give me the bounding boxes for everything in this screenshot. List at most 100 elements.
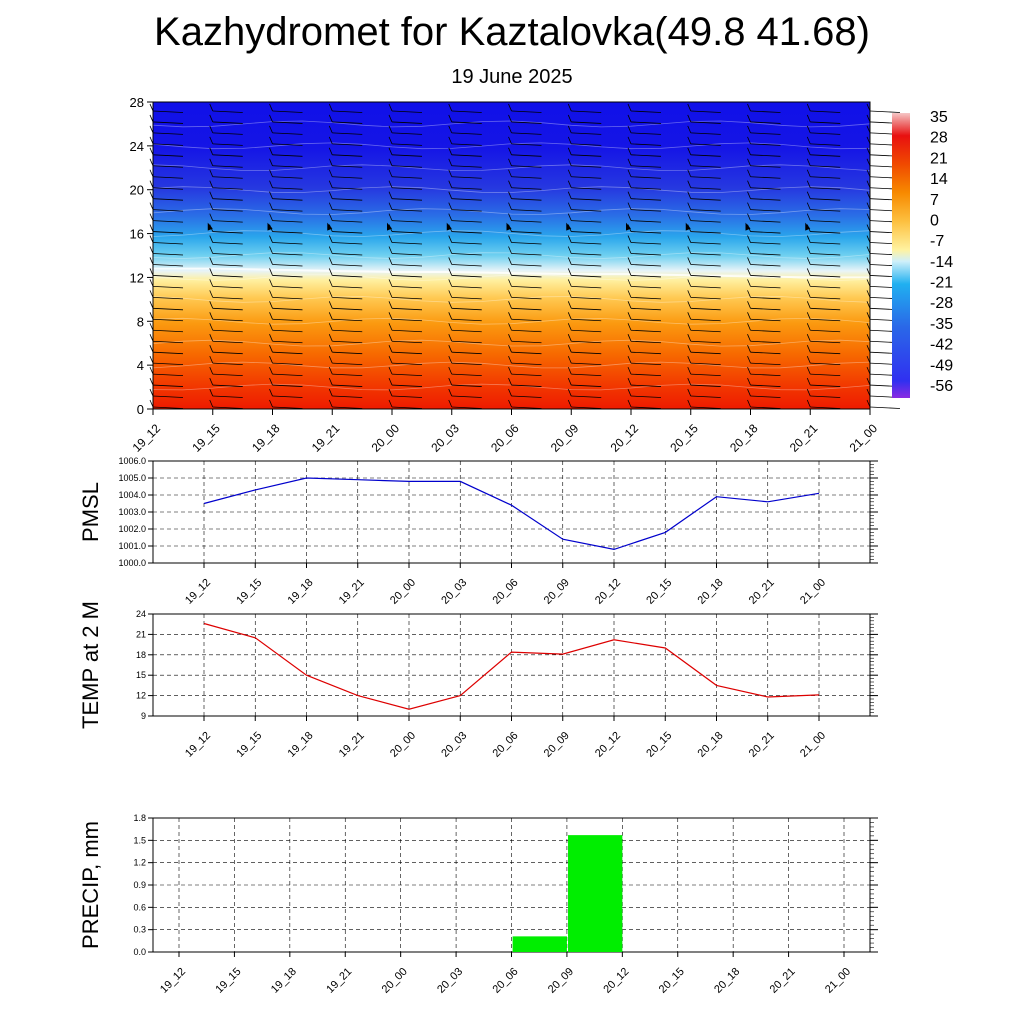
wind-barb: [451, 253, 482, 256]
wind-barb-flag: [806, 191, 811, 199]
wind-barb: [332, 198, 363, 201]
wind-barb-flag: [388, 366, 393, 375]
wind-barb: [451, 406, 482, 409]
wind-barb-flag: [687, 388, 692, 397]
wind-barb: [750, 209, 781, 212]
heatmap-x-tick-label: 20_06: [488, 421, 522, 455]
wind-barb-flag: [627, 279, 632, 287]
wind-barb-flag: [388, 301, 393, 309]
pmsl-x-tick-label: 20_18: [696, 577, 726, 607]
wind-barb: [511, 329, 542, 333]
wind-barb-flag: [448, 355, 453, 364]
wind-pennant: [207, 222, 213, 231]
wind-barb: [571, 187, 602, 190]
wind-barb-flag: [209, 312, 214, 320]
precip-x-tick-label: 19_21: [324, 966, 354, 996]
wind-barb-flag: [269, 323, 273, 331]
wind-barb-flag: [508, 399, 512, 408]
precip-x-tick-label: 20_09: [546, 966, 576, 996]
wind-barb-flag: [747, 235, 751, 243]
heatmap-x-tick-label: 19_21: [309, 421, 343, 455]
wind-barb: [810, 373, 841, 377]
precip-y-tick-label: 1.8: [133, 813, 146, 823]
wind-barb-flag: [567, 345, 572, 353]
wind-barb: [451, 362, 482, 366]
wind-barb-flag: [508, 290, 512, 298]
wind-barb: [152, 165, 184, 168]
wind-pennant: [685, 222, 691, 231]
wind-barb-flag: [687, 158, 692, 166]
wind-barb-flag: [627, 345, 632, 353]
wind-barb: [332, 384, 363, 387]
wind-barb: [212, 198, 243, 201]
heatmap-x-tick-label: 19_18: [249, 421, 283, 455]
wind-barb: [511, 253, 542, 256]
wind-barb: [391, 373, 423, 377]
wind-barb-flag: [687, 235, 692, 243]
wind-barb: [451, 242, 482, 245]
wind-barb: [810, 384, 841, 387]
wind-barb-flag: [687, 114, 692, 123]
wind-barb: [212, 132, 243, 135]
wind-barb: [451, 307, 482, 311]
wind-barb: [212, 154, 243, 157]
wind-barb: [451, 340, 482, 344]
wind-barb-flag: [209, 323, 214, 331]
wind-barb: [869, 110, 901, 113]
wind-barb-flag: [269, 191, 273, 199]
heatmap-x-tick-label: 20_18: [727, 421, 761, 455]
wind-barb: [212, 187, 243, 190]
wind-barb-flag: [448, 279, 453, 287]
wind-barb-flag: [448, 257, 453, 265]
wind-barb-flag: [627, 290, 632, 298]
temp-x-tick-label: 19_18: [286, 730, 316, 760]
wind-barb: [511, 110, 542, 113]
wind-barb: [212, 275, 243, 278]
wind-barb-flag: [448, 366, 453, 375]
wind-barb-flag: [388, 169, 393, 177]
wind-barb-flag: [269, 388, 273, 397]
wind-barb-flag: [209, 125, 214, 134]
wind-barb-flag: [328, 169, 333, 177]
wind-barb: [630, 187, 662, 190]
wind-barb: [391, 132, 423, 135]
wind-barb-flag: [328, 399, 333, 408]
wind-barb-flag: [508, 235, 512, 243]
chart-subtitle: 19 June 2025: [451, 66, 573, 88]
wind-barb-flag: [209, 191, 214, 199]
wind-barb-flag: [567, 399, 572, 408]
wind-barb: [212, 307, 243, 311]
wind-barb: [630, 253, 662, 256]
wind-barb-flag: [269, 279, 273, 287]
wind-barb-flag: [508, 158, 512, 166]
wind-barb-flag: [209, 388, 214, 397]
wind-barb: [212, 351, 243, 355]
wind-barb-flag: [806, 103, 811, 112]
wind-barb-flag: [269, 136, 273, 145]
wind-barb-flag: [747, 334, 751, 342]
wind-barb-flag: [269, 355, 273, 364]
wind-barb: [152, 285, 184, 289]
wind-barb-flag: [687, 103, 692, 112]
wind-barb-flag: [806, 246, 811, 254]
colorbar-label: -7: [930, 233, 944, 250]
wind-barb: [451, 384, 482, 387]
wind-barb-flag: [806, 334, 811, 342]
wind-pennant: [745, 222, 751, 231]
precip-x-tick-label: 20_12: [601, 966, 631, 996]
wind-barb: [451, 176, 482, 179]
wind-barb: [810, 351, 841, 355]
temperature-contour: [152, 339, 871, 347]
wind-barb-flag: [448, 147, 453, 155]
heatmap-y-tick-label: 0: [137, 402, 144, 417]
wind-barb: [511, 209, 542, 212]
wind-barb-flag: [567, 114, 572, 123]
wind-barb-flag: [747, 257, 751, 265]
wind-barb-flag: [508, 136, 512, 145]
wind-barb: [152, 296, 184, 300]
wind-barb-flag: [328, 345, 333, 353]
wind-barb: [810, 406, 841, 409]
wind-barb: [571, 362, 602, 366]
wind-barb: [690, 329, 721, 333]
